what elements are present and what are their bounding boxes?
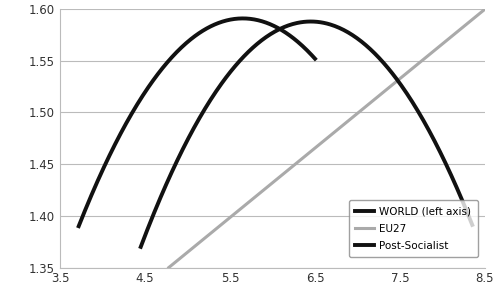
- Legend: WORLD (left axis), EU27, Post-Socialist: WORLD (left axis), EU27, Post-Socialist: [349, 200, 478, 257]
